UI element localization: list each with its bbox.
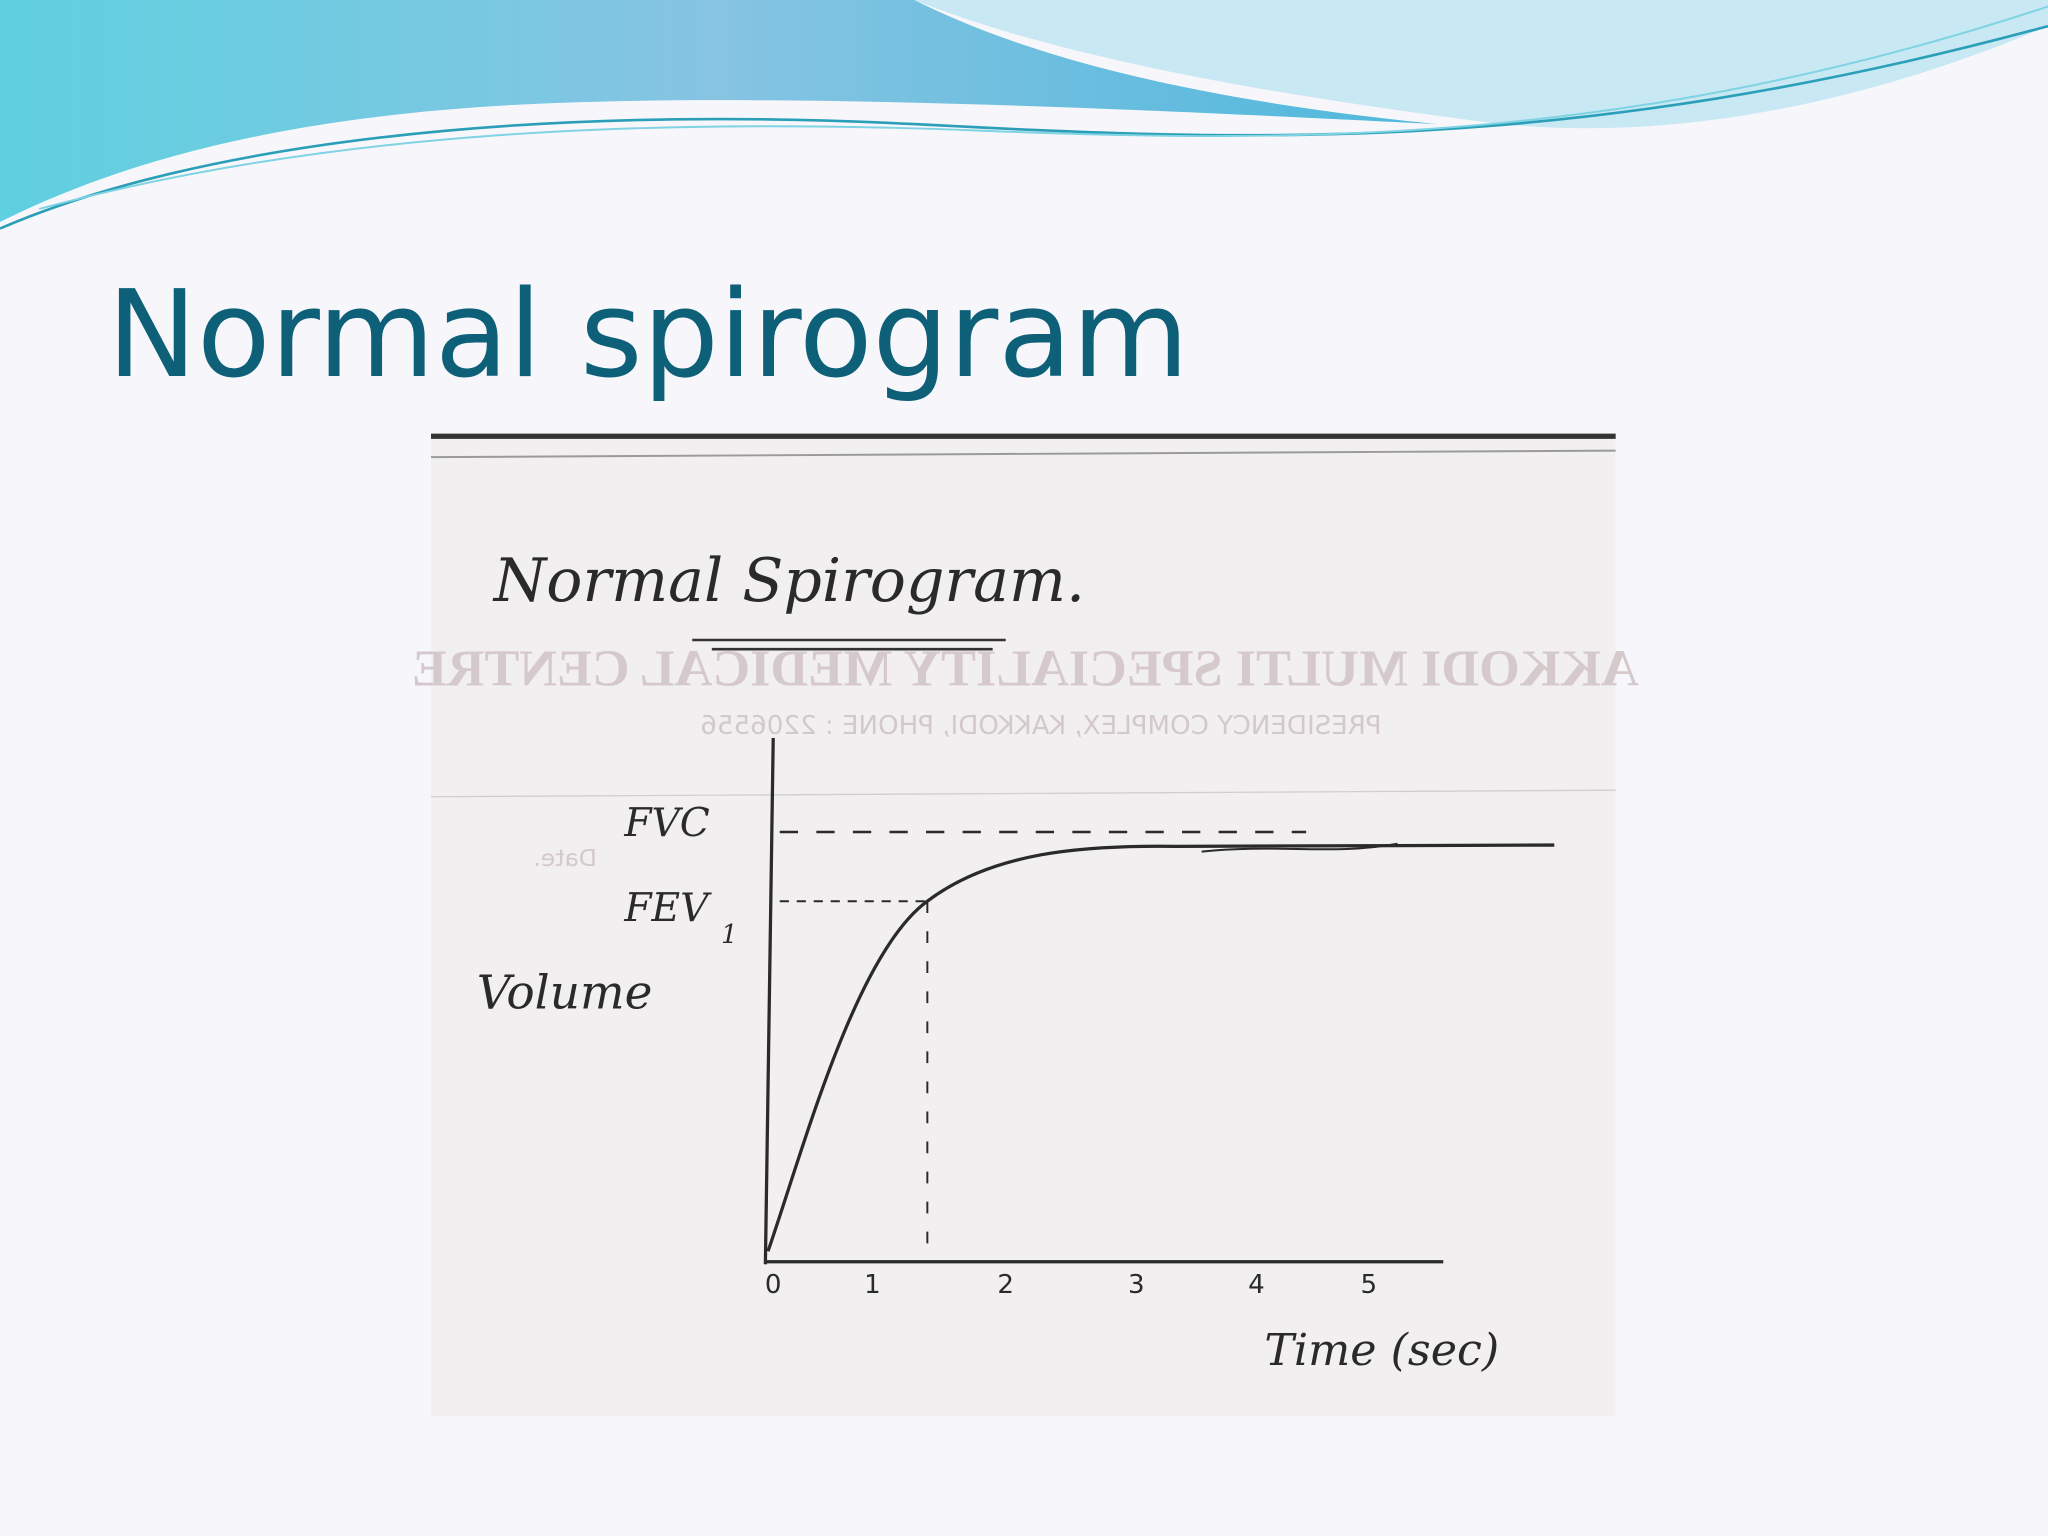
figure: AKKODI MULTI SPECIALITY MEDICAL CENTRE P… [412, 433, 1639, 1416]
paper-rule [431, 789, 1616, 798]
spirogram-curve [766, 843, 1555, 1252]
x-axis-label: Time (sec) [1264, 1325, 1499, 1376]
x-tick-label: 2 [997, 1270, 1014, 1300]
header-wave [0, 0, 1437, 223]
x-ticks: 0 1 2 3 4 5 [765, 1270, 1377, 1300]
x-tick-label: 0 [765, 1270, 782, 1300]
x-tick-label: 1 [864, 1270, 881, 1300]
fev-subscript: 1 [721, 920, 738, 950]
header-line [0, 24, 2048, 230]
x-tick-label: 5 [1361, 1270, 1378, 1300]
mirrored-letterhead: AKKODI MULTI SPECIALITY MEDICAL CENTRE P… [412, 640, 1639, 872]
fev-label: FEV [623, 886, 712, 931]
address: PRESIDENCY COMPLEX, KAKKODI, PHONE : 220… [700, 711, 1381, 741]
y-axis [763, 737, 775, 1265]
letterhead: AKKODI MULTI SPECIALITY MEDICAL CENTRE [412, 640, 1639, 698]
header-line [38, 5, 2048, 210]
header-wave-light [0, 0, 2048, 129]
heading-underline [692, 638, 1006, 651]
x-tick-label: 4 [1248, 1270, 1265, 1300]
curve-scribble [1201, 842, 1398, 853]
scan [431, 433, 1616, 1416]
slide-title: Normal spirogram [107, 265, 1189, 405]
y-axis-label: Volume [477, 965, 653, 1020]
figure-heading: Normal Spirogram. [492, 546, 1085, 616]
x-tick-label: 3 [1128, 1270, 1145, 1300]
date-label: Date. [533, 844, 597, 872]
fvc-label: FVC [623, 801, 709, 846]
scan-edge [431, 449, 1616, 459]
